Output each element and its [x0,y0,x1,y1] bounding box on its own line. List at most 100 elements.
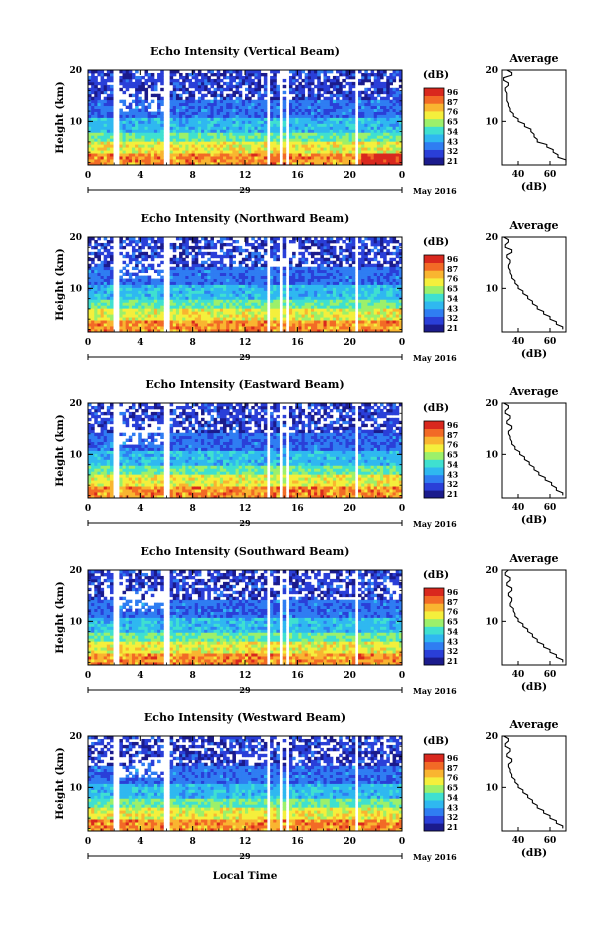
heatmap-cell [339,144,343,148]
heatmap-cell [314,75,318,80]
heatmap-cell [157,317,161,321]
heatmap-cell [323,153,328,157]
heatmap-cell [257,296,262,300]
heatmap-cell [336,93,340,98]
heatmap-cell [223,293,227,297]
heatmap-cell [254,135,258,139]
heatmap-cell [216,323,221,327]
heatmap-cell [94,78,98,83]
heatmap-cell [273,311,277,315]
heatmap-cell [97,320,101,324]
heatmap-cell [191,254,196,259]
heatmap-cell [301,272,306,276]
heatmap-cell [336,153,340,157]
heatmap-cell [282,239,287,244]
heatmap-cell [182,320,186,324]
heatmap-cell [326,263,331,268]
heatmap-cell [276,320,280,324]
heatmap-cell [386,156,390,160]
heatmap-cell [241,326,246,330]
heatmap-cell [150,290,155,294]
heatmap-cell [188,305,193,309]
heatmap-cell [150,99,155,104]
heatmap-cell [172,135,177,139]
heatmap-cell [345,120,350,124]
heatmap-cell [273,257,277,262]
heatmap-cell [339,237,343,241]
heatmap-cell [175,156,180,160]
heatmap-cell [270,99,274,104]
heatmap-cell [182,144,186,148]
heatmap-cell [147,105,152,109]
heatmap-cell [125,144,130,148]
colorbar-tick-label: 32 [447,146,458,156]
heatmap-cell [304,269,309,274]
heatmap-cell [398,126,403,130]
heatmap-cell [135,317,139,321]
heatmap-cell [175,70,180,74]
heatmap-cell [251,251,255,256]
heatmap-cell [213,251,218,256]
heatmap-cell [175,93,180,98]
heatmap-cell [348,70,353,74]
heatmap-cell [273,150,277,154]
heatmap-cell [358,150,362,154]
heatmap-cell [307,135,312,139]
heatmap-cell [204,72,208,77]
heatmap-cell [288,141,293,145]
heatmap-cell [197,108,202,112]
heatmap-cell [204,120,208,124]
heatmap-cell [351,129,356,133]
heatmap-cell [245,135,249,139]
heatmap-cell [160,281,164,285]
heatmap-cell [376,150,381,154]
heatmap-cell [207,287,211,291]
heatmap-cell [307,251,312,256]
heatmap-cell [301,257,306,262]
heatmap-cell [251,263,255,268]
heatmap-cell [185,269,189,274]
heatmap-cell [138,84,142,89]
heatmap-cell [364,108,368,112]
heatmap-cell [386,141,390,145]
heatmap-cell [109,311,114,315]
heatmap-cell [332,81,337,86]
heatmap-cell [257,311,262,315]
heatmap-cell [100,159,105,163]
heatmap-cell [263,266,268,271]
heatmap-cell [383,129,387,133]
heatmap-cell [201,299,205,303]
heatmap-cell [91,111,95,115]
heatmap-cell [122,308,127,312]
heatmap-cell [270,308,274,312]
heatmap-cell [103,248,108,253]
heatmap-cell [213,147,218,151]
heatmap-cell [185,87,189,92]
heatmap-cell [94,263,98,268]
heatmap-cell [191,129,196,133]
heatmap-cell [169,269,174,274]
heatmap-cell [358,269,362,274]
heatmap-cell [292,123,296,127]
heatmap-cell [144,257,149,262]
heatmap-cell [103,144,108,148]
heatmap-cell [150,153,155,157]
heatmap-cell [260,302,265,306]
heatmap-cell [345,248,350,253]
heatmap-cell [241,281,246,285]
heatmap-cell [389,99,393,104]
heatmap-cell [323,126,328,130]
heatmap-cell [207,308,211,312]
heatmap-cell [94,141,98,145]
heatmap-cell [216,272,221,276]
heatmap-cell [182,237,186,241]
heatmap-cell [295,114,299,118]
heatmap-cell [172,314,177,318]
heatmap-cell [254,150,258,154]
heatmap-cell [182,245,186,250]
heatmap-cell [320,111,324,115]
heatmap-cell [320,254,324,259]
heatmap-cell [398,156,403,160]
heatmap-cell [188,299,193,303]
heatmap-cell [295,266,299,271]
